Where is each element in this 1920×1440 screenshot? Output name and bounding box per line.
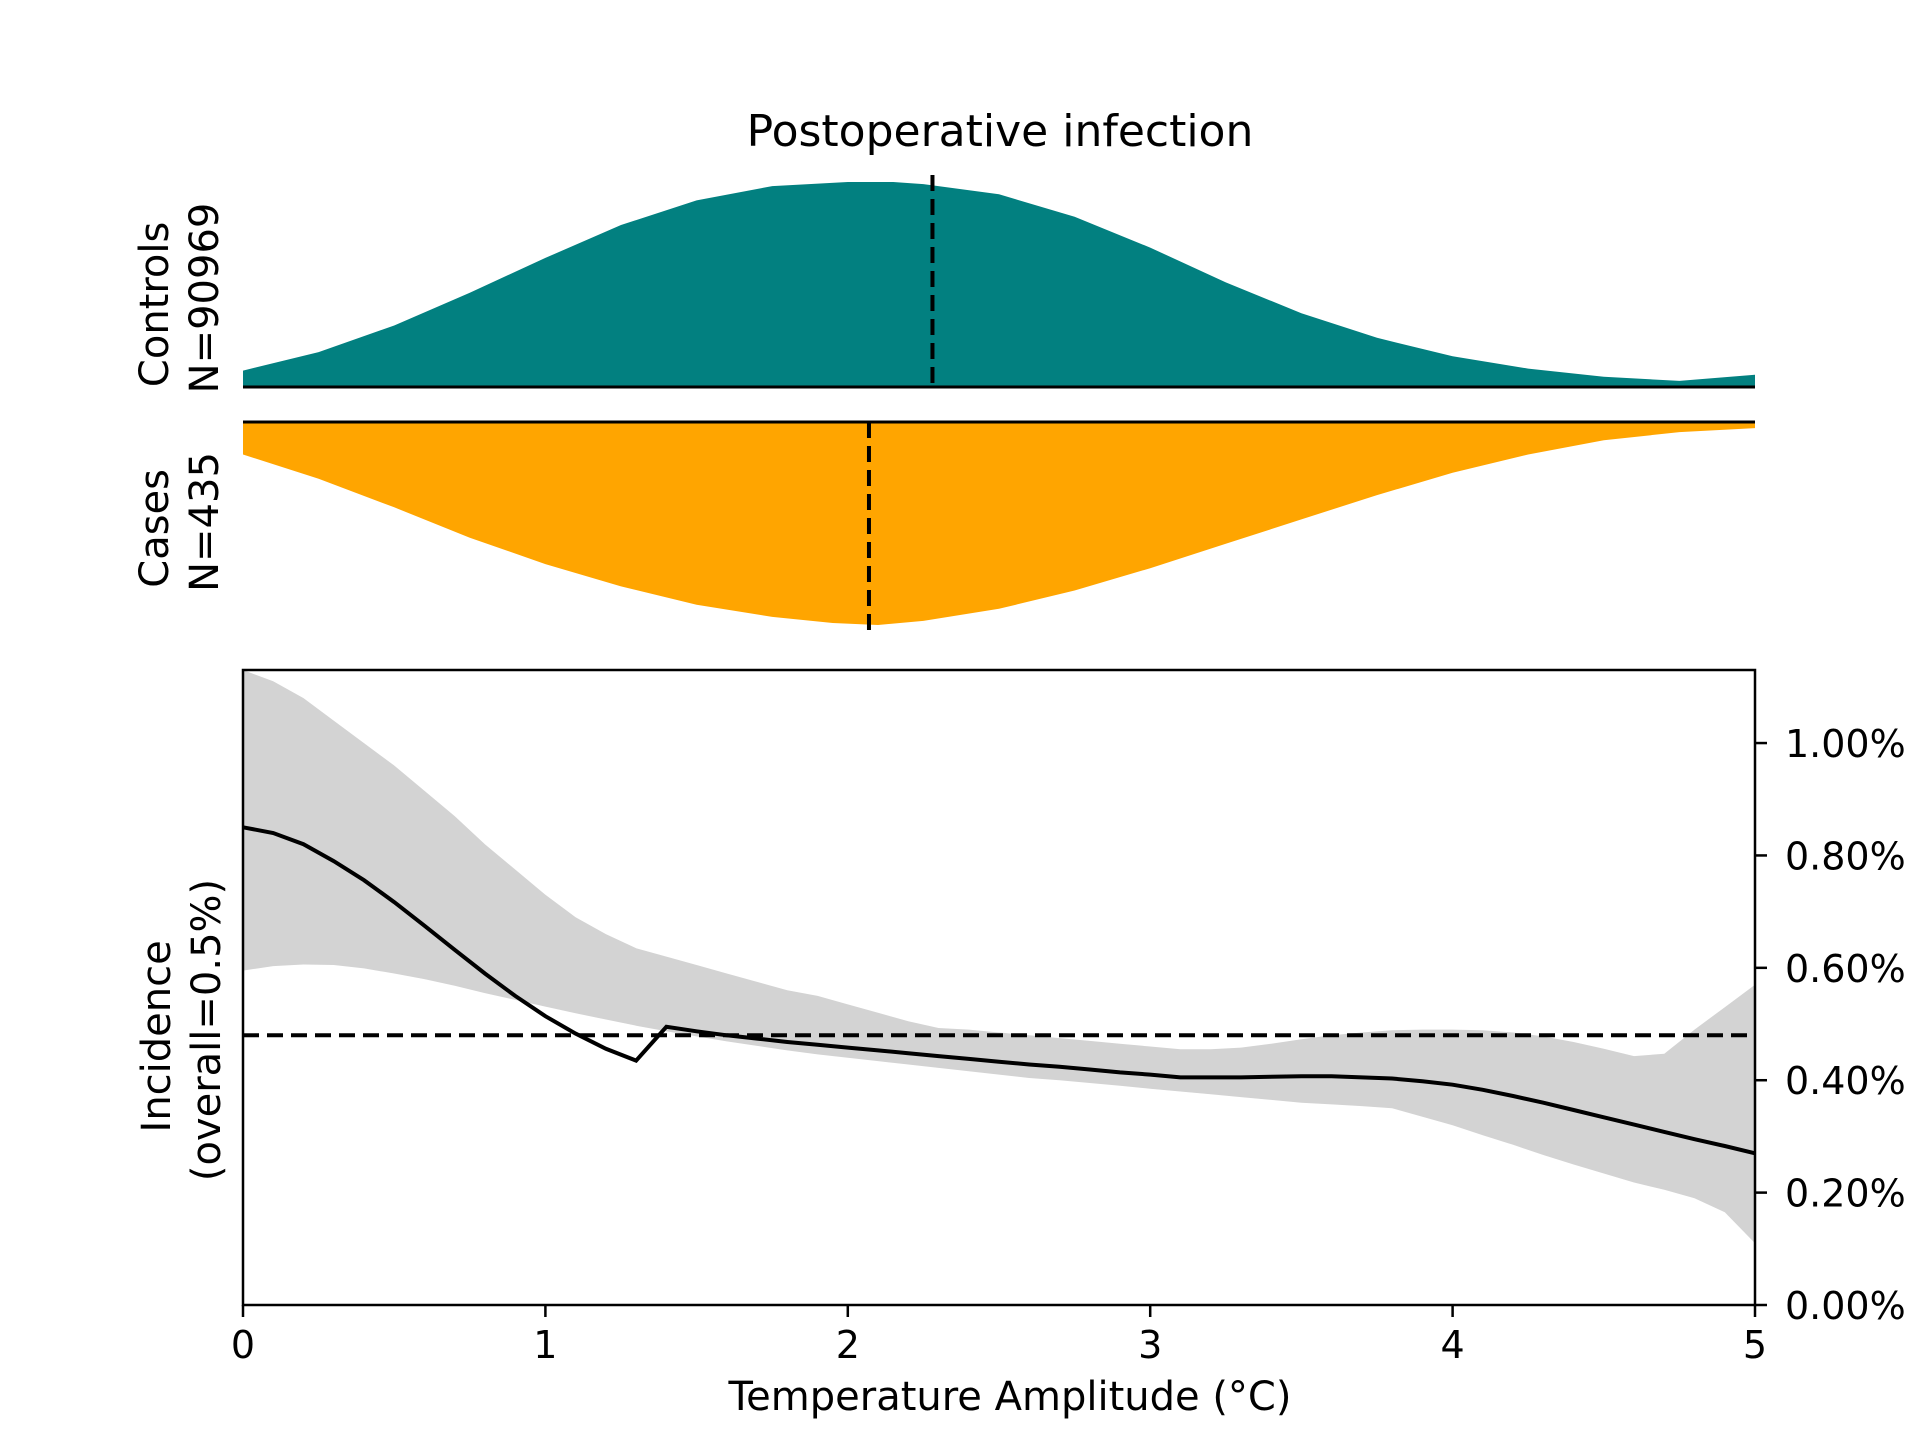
cases-label-line1: Cases (132, 469, 178, 588)
y-tick-label: 0.00% (1785, 1284, 1906, 1328)
controls-label-line2: N=90969 (182, 203, 228, 394)
y-axis-label: Incidence (overall=0.5%) (134, 879, 230, 1181)
x-tick-label: 3 (1138, 1323, 1162, 1367)
cases-density-area (243, 422, 1755, 625)
x-tick-label: 5 (1743, 1323, 1767, 1367)
x-axis-ticks: 0 1 2 3 4 5 (231, 1305, 1767, 1367)
x-axis-label: Temperature Amplitude (°C) (728, 1374, 1292, 1420)
controls-label: Controls N=90969 (132, 203, 228, 394)
x-tick-label: 0 (231, 1323, 255, 1367)
y-tick-label: 1.00% (1785, 722, 1906, 766)
y-tick-label: 0.40% (1785, 1059, 1906, 1103)
incidence-curve (242, 825, 1756, 1156)
controls-panel: Controls N=90969 (132, 175, 1755, 393)
x-tick-label: 2 (836, 1323, 860, 1367)
cases-label-line2: N=435 (182, 452, 228, 592)
y-tick-label: 0.80% (1785, 834, 1906, 878)
incidence-panel: 0 1 2 3 4 5 0.00% 0.20% 0.40% 0.60% 0.80% 1.00% Te… (134, 668, 1906, 1420)
x-tick-label: 1 (533, 1323, 557, 1367)
cases-panel: Cases N=435 (132, 420, 1755, 632)
y-axis-ticks: 0.00% 0.20% 0.40% 0.60% 0.80% 1.00% (1755, 722, 1906, 1328)
y-tick-label: 0.60% (1785, 947, 1906, 991)
y-axis-label-line2: (overall=0.5%) (184, 879, 230, 1181)
cases-label: Cases N=435 (132, 452, 228, 592)
plot-frame (241, 668, 1757, 1307)
y-tick-label: 0.20% (1785, 1172, 1906, 1216)
chart-title: Postoperative infection (747, 106, 1254, 157)
confidence-band (243, 670, 1755, 1244)
controls-label-line1: Controls (132, 222, 178, 387)
x-tick-label: 4 (1441, 1323, 1465, 1367)
controls-density-area (243, 182, 1755, 387)
y-axis-label-line1: Incidence (134, 940, 180, 1132)
